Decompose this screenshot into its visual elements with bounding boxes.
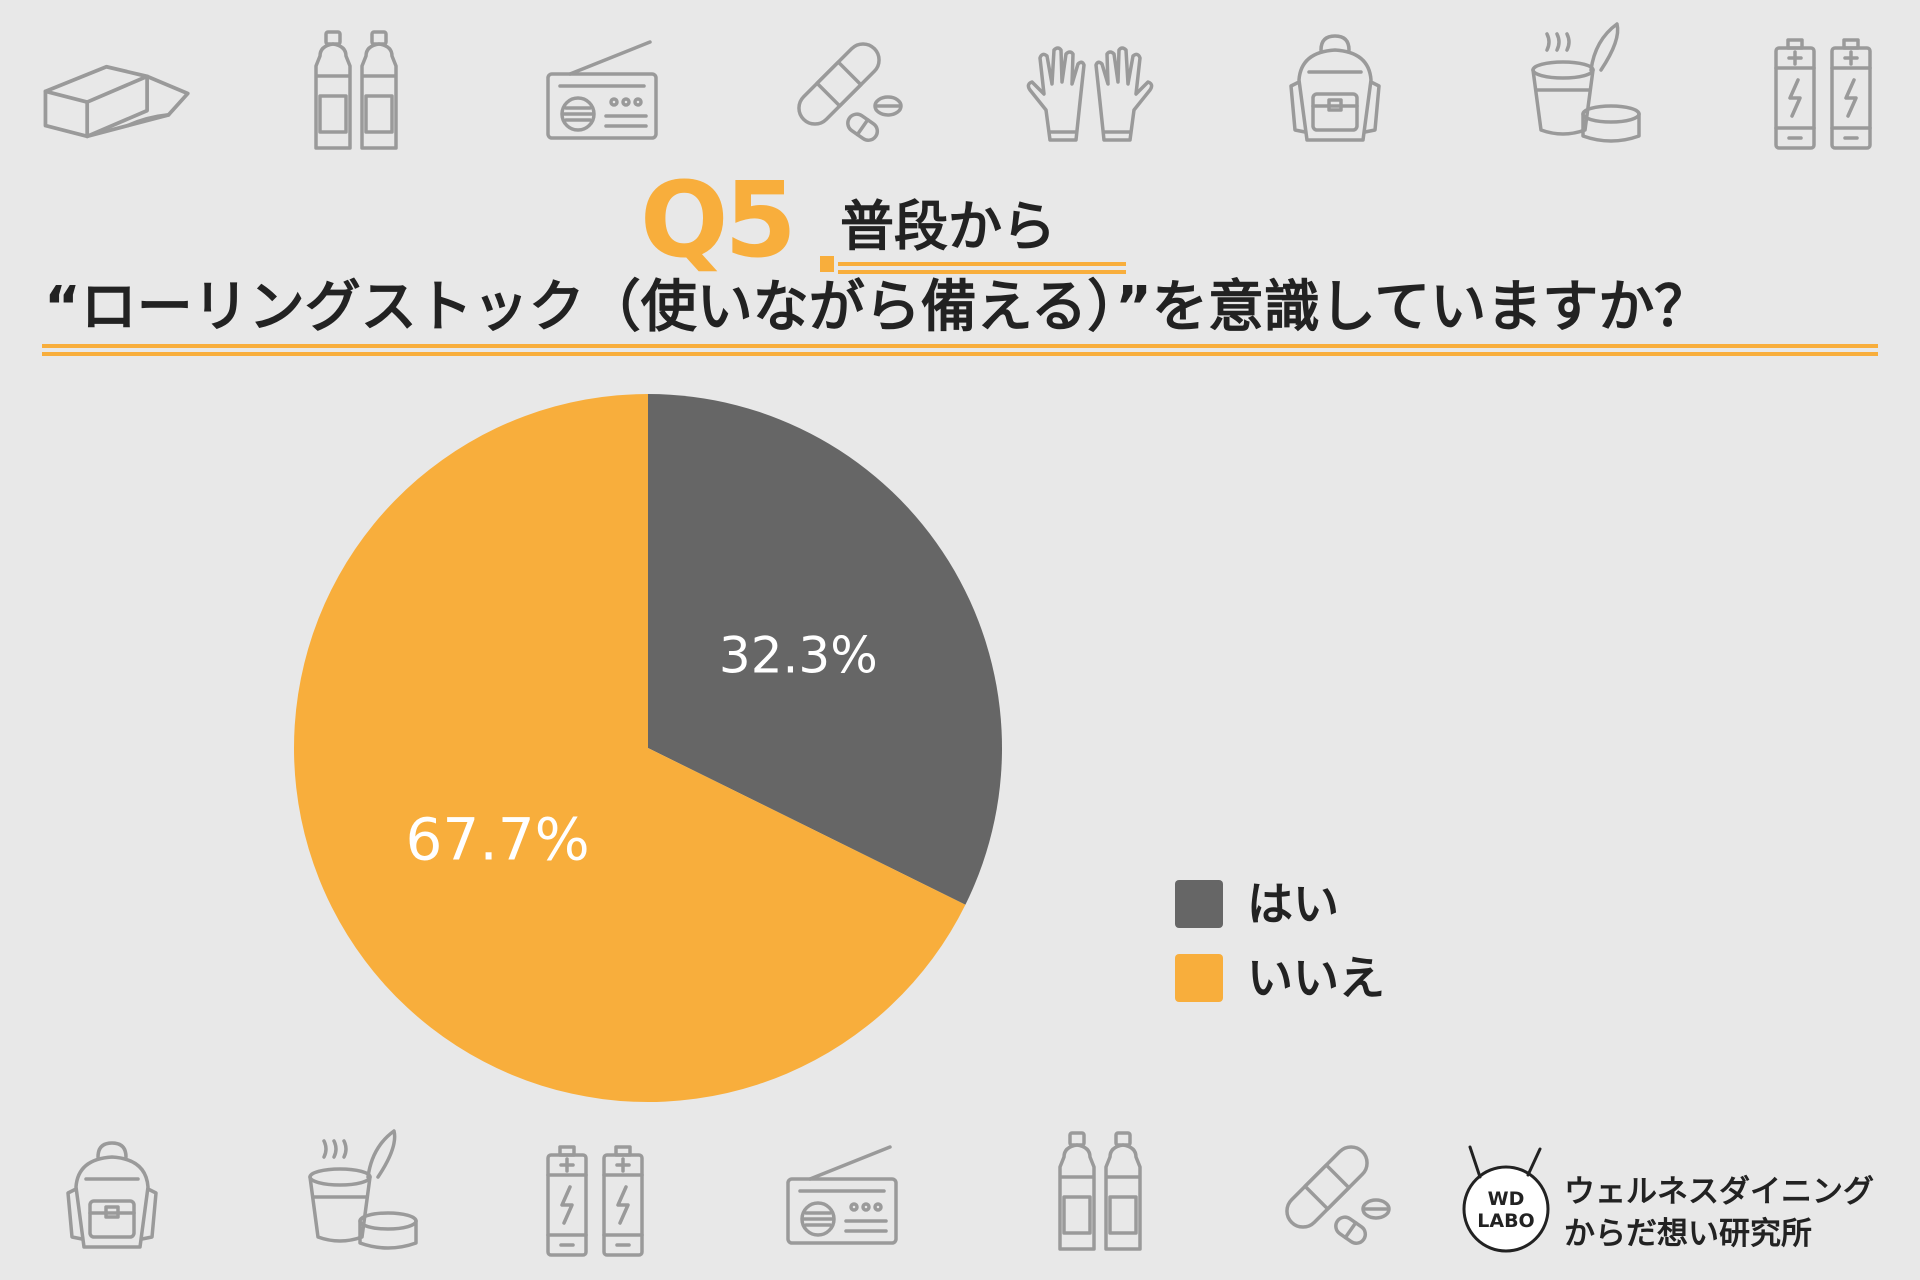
legend-swatch-no bbox=[1175, 954, 1223, 1002]
question-subtitle-underline bbox=[838, 262, 1126, 274]
radio-icon bbox=[542, 34, 662, 144]
instant-food-icon bbox=[1525, 20, 1645, 150]
brand-name-line-1: ウェルネスダイニング bbox=[1564, 1174, 1874, 1210]
question-underline bbox=[42, 344, 1878, 356]
logo-line-1: WD bbox=[1488, 1188, 1525, 1210]
pie-slice-yes bbox=[648, 394, 1002, 905]
top-decor-row bbox=[0, 20, 1920, 150]
legend-label-yes: はい bbox=[1247, 877, 1339, 931]
backpack-icon bbox=[1285, 30, 1385, 150]
legend-label-no: いいえ bbox=[1247, 951, 1385, 1005]
batteries-icon bbox=[542, 1141, 652, 1261]
radio-icon bbox=[782, 1139, 902, 1249]
water-bottles-icon bbox=[1052, 1127, 1152, 1257]
logo-line-2: LABO bbox=[1477, 1210, 1534, 1232]
chart-legend: はい いいえ bbox=[1175, 875, 1385, 1023]
legend-item-yes: はい bbox=[1175, 875, 1385, 933]
question-subtitle: 普段から bbox=[840, 195, 1056, 258]
batteries-icon bbox=[1770, 34, 1880, 154]
brand-name-line-2: からだ想い研究所 bbox=[1564, 1216, 1812, 1252]
question-number: Q5 bbox=[640, 159, 797, 281]
wd-labo-logo: WD LABO bbox=[1462, 1145, 1550, 1253]
backpack-icon bbox=[62, 1137, 162, 1257]
pie-label-yes: 32.3% bbox=[719, 627, 878, 685]
legend-swatch-yes bbox=[1175, 880, 1223, 928]
plastic-wrap-icon bbox=[40, 40, 190, 147]
question-text: “ローリングストック（使いながら備える）”を意識していますか？ bbox=[44, 275, 1711, 340]
pie-slice-no bbox=[294, 394, 966, 1102]
pie-chart: 32.3% 67.7% bbox=[294, 394, 1002, 1102]
bandage-pills-icon bbox=[1272, 1135, 1392, 1255]
brand: WD LABO ウェルネスダイニング からだ想い研究所 bbox=[1458, 1145, 1908, 1265]
legend-item-no: いいえ bbox=[1175, 949, 1385, 1007]
water-bottles-icon bbox=[308, 26, 408, 156]
bandage-pills-icon bbox=[784, 32, 904, 152]
question-number-dot bbox=[820, 256, 834, 272]
instant-food-icon bbox=[302, 1127, 422, 1257]
brand-name: ウェルネスダイニング からだ想い研究所 bbox=[1564, 1171, 1874, 1255]
pie-label-no: 67.7% bbox=[406, 805, 590, 873]
gloves-icon bbox=[1020, 40, 1160, 150]
